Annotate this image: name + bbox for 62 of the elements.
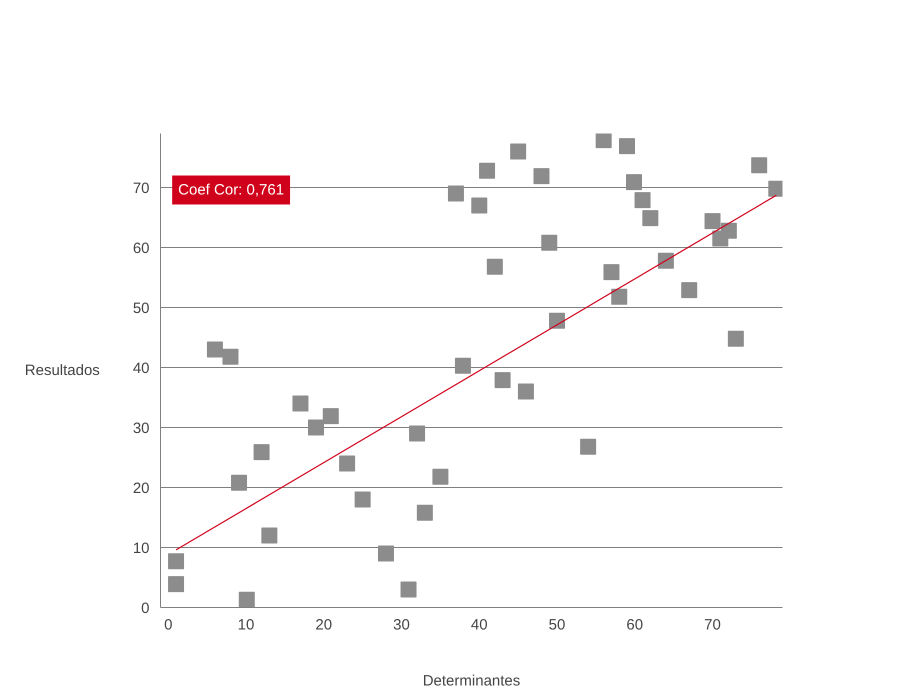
x-tick-label: 20 xyxy=(315,616,332,634)
x-tick-label: 70 xyxy=(704,616,721,634)
x-tick-label: 0 xyxy=(164,616,172,634)
point xyxy=(611,288,628,305)
point xyxy=(634,192,651,208)
point xyxy=(518,384,534,400)
x-tick-label: 40 xyxy=(470,616,488,634)
point xyxy=(541,234,558,251)
y-axis-title: Resultados xyxy=(24,362,100,379)
point xyxy=(454,358,471,374)
point xyxy=(416,504,433,521)
point xyxy=(751,157,768,174)
point xyxy=(238,592,255,608)
x-tick-label: 50 xyxy=(548,616,566,634)
point xyxy=(681,282,698,298)
point xyxy=(728,330,744,347)
point xyxy=(168,553,184,570)
x-axis-title: Determinantes xyxy=(422,672,520,690)
point xyxy=(642,210,658,226)
point xyxy=(308,420,324,436)
y-tick-label: 50 xyxy=(132,300,150,317)
y-tick-label: 20 xyxy=(132,480,150,497)
point xyxy=(533,168,550,184)
point xyxy=(432,468,448,485)
annotation: Coef Cor: 0,761 xyxy=(178,182,284,198)
point xyxy=(339,456,356,472)
y-tick-label: 70 xyxy=(132,180,150,197)
x-tick-label: 10 xyxy=(238,616,254,634)
y-tick-label: 60 xyxy=(132,240,150,257)
point xyxy=(354,492,371,508)
point xyxy=(580,438,596,455)
point xyxy=(400,582,417,598)
point xyxy=(168,576,184,592)
y-tick-label: 30 xyxy=(132,420,150,437)
point xyxy=(206,342,223,358)
point xyxy=(603,264,620,280)
x-tick-label: 60 xyxy=(626,616,644,634)
point xyxy=(409,426,426,442)
point xyxy=(494,372,511,388)
x-tick-label: 30 xyxy=(393,616,410,634)
point xyxy=(292,396,308,412)
y-tick-label: 0 xyxy=(141,600,150,617)
point xyxy=(254,444,270,460)
point xyxy=(704,213,721,230)
point xyxy=(378,546,394,562)
point xyxy=(626,174,642,190)
point xyxy=(658,252,674,269)
point xyxy=(479,162,496,179)
y-tick-label: 10 xyxy=(132,540,150,557)
point xyxy=(222,348,238,365)
point xyxy=(510,144,526,160)
point xyxy=(596,134,612,148)
point xyxy=(261,528,278,544)
point xyxy=(619,138,635,154)
point xyxy=(471,198,488,214)
point xyxy=(549,312,566,329)
point xyxy=(486,258,503,275)
y-tick-label: 40 xyxy=(132,360,150,377)
point xyxy=(448,186,464,202)
point xyxy=(231,474,248,491)
point xyxy=(720,222,737,239)
point xyxy=(322,408,339,424)
